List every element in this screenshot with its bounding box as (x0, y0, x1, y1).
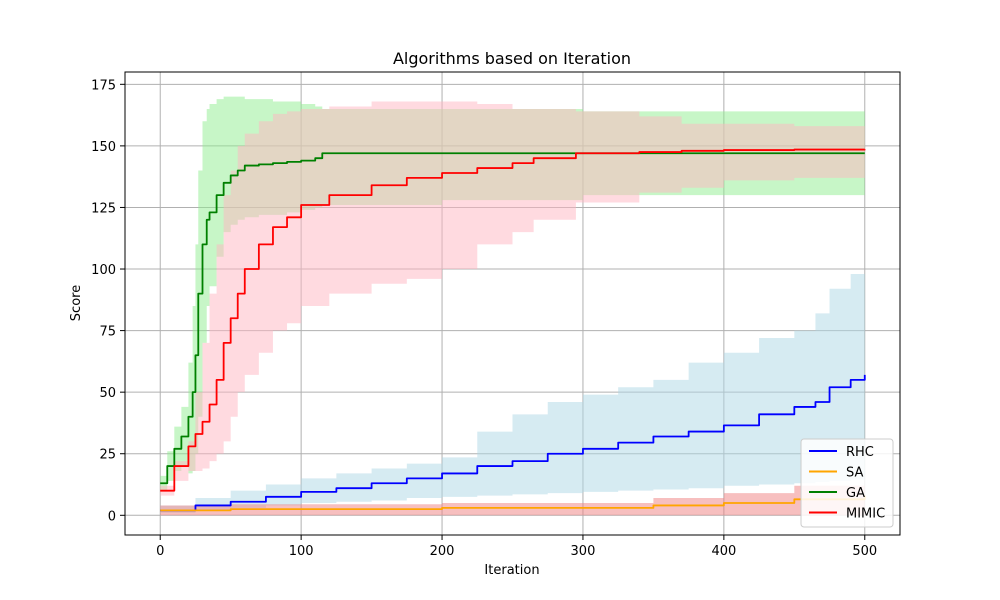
legend-label-mimic: MIMIC (846, 507, 885, 522)
mimic-line (160, 148, 866, 492)
sa-line (160, 495, 866, 512)
legend-box (800, 438, 894, 528)
y-tick-label: 75 (99, 325, 116, 340)
y-tick-label: 150 (91, 140, 116, 155)
y-tick-label: 25 (99, 448, 116, 463)
x-tick-label: 500 (852, 544, 877, 559)
x-tick-label: 200 (430, 544, 455, 559)
tick-layer: 0 100 200 300 400 500 0 25 50 75 100 125 150 175 (91, 78, 877, 559)
y-tick-label: 100 (91, 263, 116, 278)
band-layer (160, 96, 865, 516)
y-tick-label: 125 (91, 201, 116, 216)
legend-label-ga: GA (846, 486, 865, 501)
legend: RHC SA GA MIMIC (800, 438, 894, 528)
y-axis-label: Score (69, 285, 84, 321)
plot-frame (124, 71, 901, 536)
y-tick-label: 50 (99, 386, 116, 401)
x-axis-label: Iteration (484, 563, 539, 578)
mimic-band (160, 101, 865, 496)
rhc-band (160, 269, 865, 513)
rhc-line (160, 374, 866, 512)
legend-label-sa: SA (846, 466, 863, 481)
legend-label-rhc: RHC (846, 445, 874, 460)
chart-title: Algorithms based on Iteration (393, 49, 631, 68)
x-tick-label: 100 (289, 544, 314, 559)
x-tick-label: 300 (571, 544, 596, 559)
x-tick-label: 0 (156, 544, 164, 559)
ga-line (160, 152, 865, 485)
y-tick-label: 175 (91, 78, 116, 93)
y-tick-label: 0 (108, 509, 116, 524)
x-tick-label: 400 (711, 544, 736, 559)
line-layer (160, 148, 866, 512)
